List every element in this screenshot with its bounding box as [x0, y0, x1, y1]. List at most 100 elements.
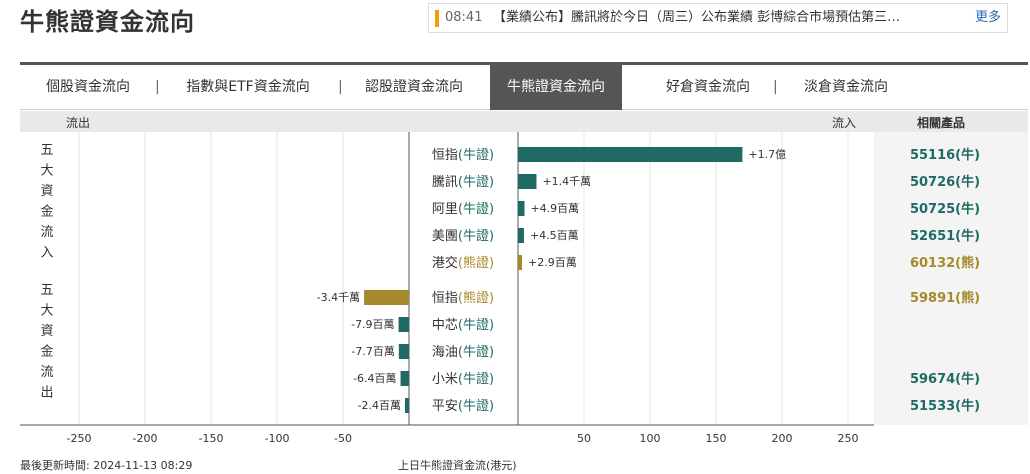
- group-label-char: 流: [40, 365, 53, 380]
- bar-value-label: +1.7億: [748, 148, 786, 161]
- ticker-headline-link[interactable]: 【業績公布】騰訊將於今日（周三）公布業績 彭博綜合市場預估第三…: [493, 10, 901, 25]
- chart-header-row: 流出 流入 相關產品: [20, 111, 1028, 132]
- outflow-bar: [400, 371, 409, 386]
- row-product-type: (牛證): [458, 371, 494, 387]
- x-tick-label: 50: [577, 432, 591, 445]
- row-stock-name: 平安: [432, 399, 458, 414]
- row-category-label: 美團(牛證): [432, 228, 494, 244]
- row-category-label: 騰訊(牛證): [432, 174, 494, 190]
- related-products-header: 相關產品: [917, 116, 966, 130]
- bar-value-label: +2.9百萬: [528, 256, 577, 269]
- bar-value-label: +4.9百萬: [530, 202, 579, 215]
- row-category-label: 小米(牛證): [432, 371, 494, 387]
- related-product-link[interactable]: 60132(熊): [910, 255, 980, 271]
- related-product-link[interactable]: 52651(牛): [910, 228, 980, 244]
- row-stock-name: 恒指: [432, 291, 458, 306]
- tab-stock-flow[interactable]: 個股資金流向: [46, 79, 130, 95]
- news-ticker[interactable]: 08:41 【業績公布】騰訊將於今日（周三）公布業績 彭博綜合市場預估第三… 更…: [428, 3, 1008, 33]
- x-tick-label: -100: [265, 432, 290, 445]
- related-product-link[interactable]: 51533(牛): [910, 398, 980, 414]
- row-stock-name: 海油: [432, 345, 458, 360]
- inflow-bar: [518, 147, 743, 162]
- row-stock-name: 阿里: [432, 202, 458, 217]
- row-product-type: (牛證): [458, 201, 494, 217]
- x-tick-label: -150: [199, 432, 224, 445]
- tab-index-etf-flow[interactable]: 指數與ETF資金流向: [186, 79, 310, 95]
- bar-value-label: -6.4百萬: [353, 372, 396, 385]
- group-label-char: 資: [40, 184, 53, 199]
- outflow-bar: [398, 344, 409, 359]
- cbbc-flow-chart: -250 -200 -150 -100 -50 50 100 150 200 250 五大資金流入五…: [20, 132, 1028, 464]
- tab-warrant-flow[interactable]: 認股證資金流向: [365, 79, 463, 95]
- ticker-more-link[interactable]: 更多: [974, 10, 1001, 25]
- bar-value-label: +4.5百萬: [530, 229, 579, 242]
- tab-separator: |: [773, 79, 778, 95]
- group-label-char: 入: [40, 246, 53, 261]
- row-category-label: 平安(牛證): [432, 398, 494, 414]
- inflow-bar: [518, 255, 522, 270]
- related-product-link[interactable]: 59891(熊): [910, 290, 980, 306]
- row-product-type: (熊證): [458, 255, 494, 271]
- bar-value-label: -2.4百萬: [358, 399, 401, 412]
- tab-cbbc-flow[interactable]: 牛熊證資金流向: [490, 65, 622, 110]
- row-category-label: 恒指(牛證): [432, 147, 494, 163]
- row-stock-name: 恒指: [432, 148, 458, 163]
- x-tick-label: 200: [772, 432, 793, 445]
- row-category-label: 港交(熊證): [432, 255, 494, 271]
- row-stock-name: 美團: [432, 229, 458, 244]
- row-product-type: (牛證): [458, 174, 494, 190]
- bar-value-label: -3.4千萬: [317, 291, 360, 304]
- row-product-type: (熊證): [458, 290, 494, 306]
- row-stock-name: 港交: [432, 255, 458, 271]
- bar-value-label: -7.7百萬: [351, 345, 394, 358]
- group-label-char: 流: [40, 225, 53, 240]
- row-product-type: (牛證): [458, 228, 494, 244]
- group-label-char: 資: [40, 324, 53, 339]
- x-tick-label: 100: [640, 432, 661, 445]
- row-category-label: 海油(牛證): [432, 344, 494, 360]
- row-product-type: (牛證): [458, 344, 494, 360]
- row-product-type: (牛證): [458, 317, 494, 333]
- related-product-link[interactable]: 50725(牛): [910, 201, 980, 217]
- ticker-accent-bar: [435, 10, 439, 27]
- last-updated: 最後更新時間: 2024-11-13 08:29: [20, 459, 193, 472]
- row-category-label: 中芯(牛證): [432, 317, 494, 333]
- row-category-label: 恒指(熊證): [432, 290, 494, 306]
- tab-long-flow[interactable]: 好倉資金流向: [666, 79, 750, 95]
- group-label-char: 五: [40, 143, 53, 158]
- outflow-header: 流出: [66, 116, 91, 130]
- row-stock-name: 中芯: [432, 318, 458, 333]
- row-stock-name: 小米: [432, 372, 458, 387]
- x-tick-label: 250: [838, 432, 859, 445]
- ticker-time: 08:41: [445, 10, 483, 25]
- outflow-bar: [398, 317, 409, 332]
- group-label-char: 大: [40, 304, 53, 319]
- tab-short-flow[interactable]: 淡倉資金流向: [804, 79, 888, 95]
- x-tick-label: -200: [133, 432, 158, 445]
- bar-value-label: -7.9百萬: [351, 318, 394, 331]
- group-label-char: 金: [40, 344, 53, 360]
- row-product-type: (牛證): [458, 398, 494, 414]
- outflow-bar: [405, 398, 409, 413]
- outflow-bar: [364, 290, 409, 305]
- related-product-link[interactable]: 55116(牛): [910, 147, 980, 163]
- row-category-label: 阿里(牛證): [432, 201, 494, 217]
- x-tick-label: -50: [334, 432, 352, 445]
- x-tick-label: -250: [67, 432, 92, 445]
- row-product-type: (牛證): [458, 147, 494, 163]
- inflow-bar: [518, 228, 524, 243]
- inflow-bar: [518, 174, 537, 189]
- page-title: 牛熊證資金流向: [20, 8, 195, 36]
- group-label-char: 金: [40, 204, 53, 220]
- x-tick-label: 150: [706, 432, 727, 445]
- related-product-link[interactable]: 59674(牛): [910, 371, 980, 387]
- group-label-char: 五: [40, 283, 53, 298]
- bar-value-label: +1.4千萬: [542, 175, 591, 188]
- group-label-char: 出: [40, 386, 53, 401]
- chart-caption: 上日牛熊證資金流(港元): [398, 459, 517, 472]
- row-stock-name: 騰訊: [432, 174, 458, 190]
- tab-separator: |: [338, 79, 343, 95]
- group-label-char: 大: [40, 164, 53, 179]
- related-products-column: [874, 132, 1028, 425]
- related-product-link[interactable]: 50726(牛): [910, 174, 980, 190]
